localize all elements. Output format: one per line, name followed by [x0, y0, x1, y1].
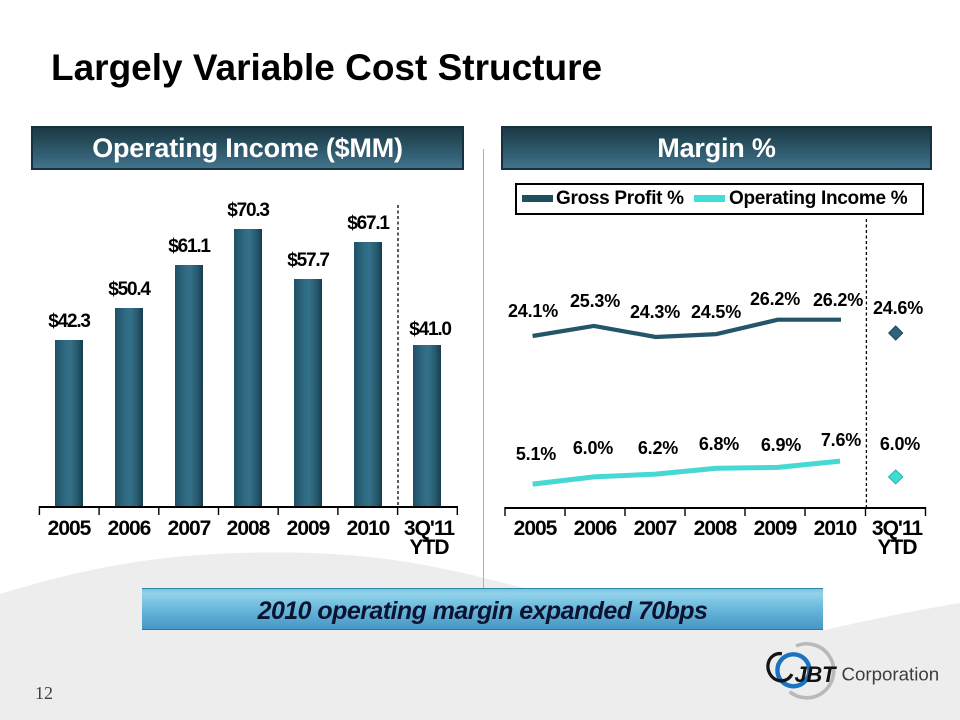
svg-text:Corporation: Corporation: [842, 663, 940, 684]
svg-text:JBT: JBT: [795, 662, 838, 687]
